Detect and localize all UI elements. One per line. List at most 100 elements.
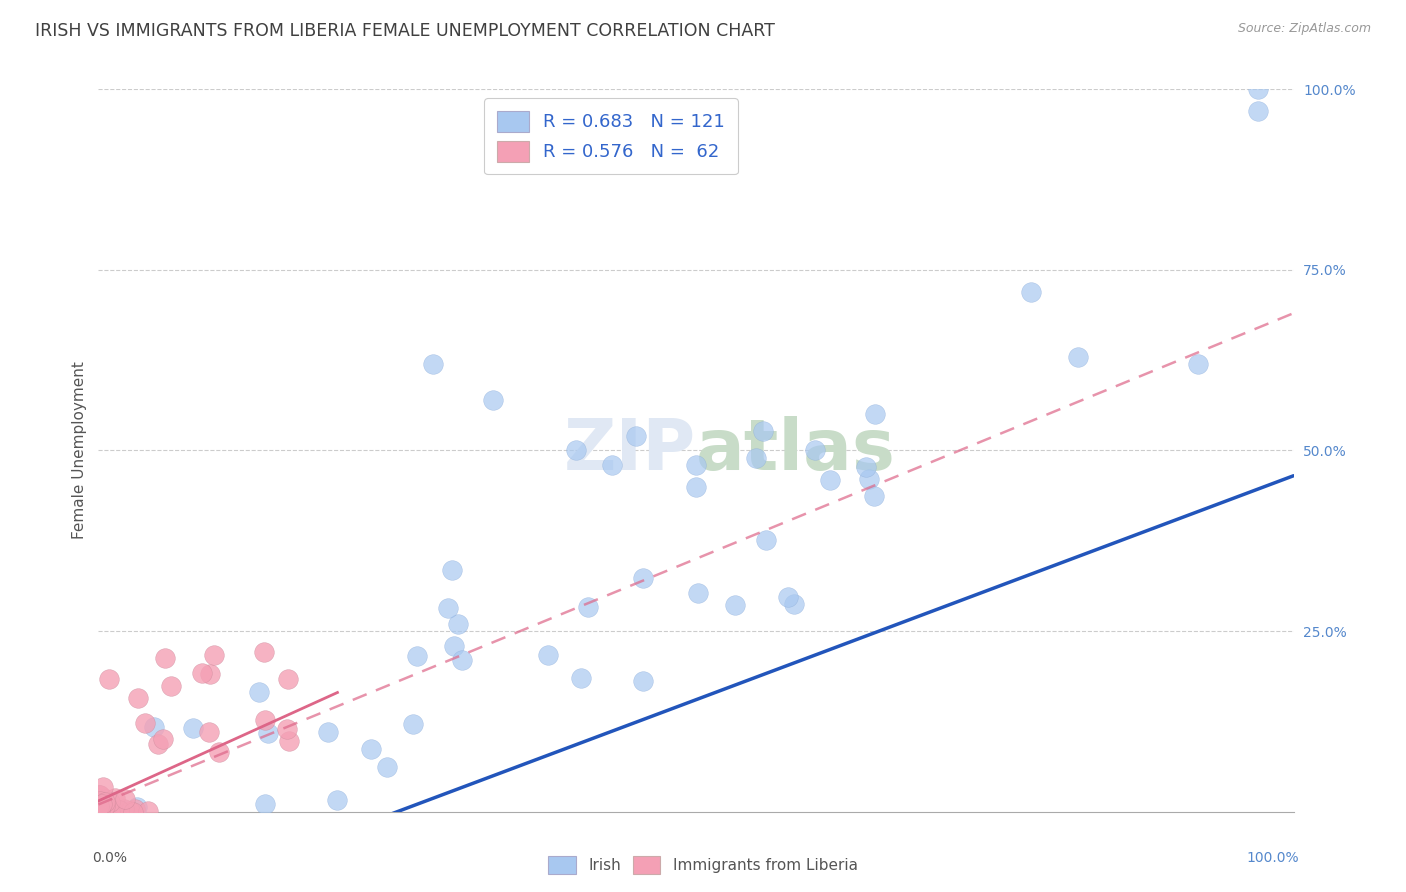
Point — [153, 650, 176, 665]
Point — [686, 586, 709, 600]
Point — [855, 460, 877, 475]
Point — [112, 802, 135, 816]
Point — [277, 733, 299, 747]
Point — [101, 805, 124, 819]
Point — [143, 720, 166, 734]
Point — [89, 805, 111, 819]
Legend: R = 0.683   N = 121, R = 0.576   N =  62: R = 0.683 N = 121, R = 0.576 N = 62 — [484, 98, 738, 174]
Point — [98, 805, 121, 819]
Point — [87, 801, 110, 815]
Text: IRISH VS IMMIGRANTS FROM LIBERIA FEMALE UNEMPLOYMENT CORRELATION CHART: IRISH VS IMMIGRANTS FROM LIBERIA FEMALE … — [35, 22, 775, 40]
Point — [104, 804, 127, 818]
Point — [120, 804, 142, 818]
Point — [253, 713, 276, 727]
Point — [87, 804, 110, 818]
Point — [190, 665, 212, 680]
Point — [537, 648, 560, 662]
Point — [626, 429, 648, 443]
Point — [90, 805, 112, 819]
Point — [87, 796, 110, 810]
Point — [87, 805, 110, 819]
Point — [98, 805, 121, 819]
Point — [441, 563, 464, 577]
Point — [87, 804, 110, 818]
Point — [565, 443, 588, 458]
Point — [91, 797, 114, 812]
Point — [633, 673, 655, 688]
Text: Source: ZipAtlas.com: Source: ZipAtlas.com — [1237, 22, 1371, 36]
Point — [90, 803, 112, 817]
Point — [862, 490, 884, 504]
Point — [94, 792, 117, 806]
Point — [124, 802, 146, 816]
Point — [1019, 285, 1042, 299]
Point — [87, 805, 110, 819]
Point — [100, 799, 122, 814]
Point — [107, 805, 129, 819]
Point — [778, 590, 800, 604]
Point — [87, 805, 110, 819]
Point — [724, 598, 747, 612]
Point — [89, 791, 111, 805]
Point — [87, 805, 110, 819]
Point — [89, 804, 111, 818]
Point — [104, 805, 127, 819]
Point — [138, 805, 160, 819]
Point — [89, 804, 111, 818]
Point — [87, 805, 110, 819]
Point — [87, 804, 110, 818]
Point — [93, 780, 115, 794]
Point — [114, 792, 136, 806]
Point — [422, 357, 444, 371]
Point — [755, 533, 778, 548]
Point — [1067, 350, 1090, 364]
Text: 0.0%: 0.0% — [93, 852, 128, 865]
Point — [87, 789, 110, 803]
Point — [745, 450, 768, 465]
Point — [752, 424, 775, 438]
Point — [89, 804, 111, 818]
Point — [576, 600, 599, 615]
Point — [208, 745, 231, 759]
Point — [87, 798, 110, 813]
Point — [97, 672, 120, 686]
Point — [122, 805, 145, 819]
Point — [87, 799, 110, 814]
Point — [87, 805, 110, 819]
Point — [148, 737, 170, 751]
Point — [94, 805, 117, 819]
Point — [87, 805, 110, 819]
Point — [87, 795, 110, 809]
Point — [100, 803, 122, 817]
Point — [276, 722, 298, 736]
Point — [87, 805, 110, 819]
Point — [91, 804, 114, 818]
Point — [443, 639, 465, 653]
Point — [104, 791, 127, 805]
Point — [89, 805, 111, 819]
Point — [89, 805, 111, 819]
Point — [254, 797, 277, 812]
Point — [93, 805, 115, 819]
Point — [125, 800, 148, 814]
Point — [89, 805, 111, 819]
Point — [89, 805, 111, 819]
Point — [114, 804, 136, 818]
Point — [87, 805, 110, 819]
Point — [87, 797, 110, 811]
Point — [602, 458, 624, 472]
Point — [858, 472, 880, 486]
Y-axis label: Female Unemployment: Female Unemployment — [72, 361, 87, 540]
Point — [101, 805, 124, 819]
Point — [89, 803, 111, 817]
Point — [87, 803, 110, 817]
Point — [97, 805, 120, 819]
Point — [98, 795, 121, 809]
Text: 100.0%: 100.0% — [1247, 852, 1299, 865]
Point — [108, 805, 131, 819]
Point — [94, 805, 117, 819]
Point — [87, 805, 110, 819]
Point — [89, 805, 111, 819]
Point — [90, 805, 112, 819]
Point — [134, 715, 156, 730]
